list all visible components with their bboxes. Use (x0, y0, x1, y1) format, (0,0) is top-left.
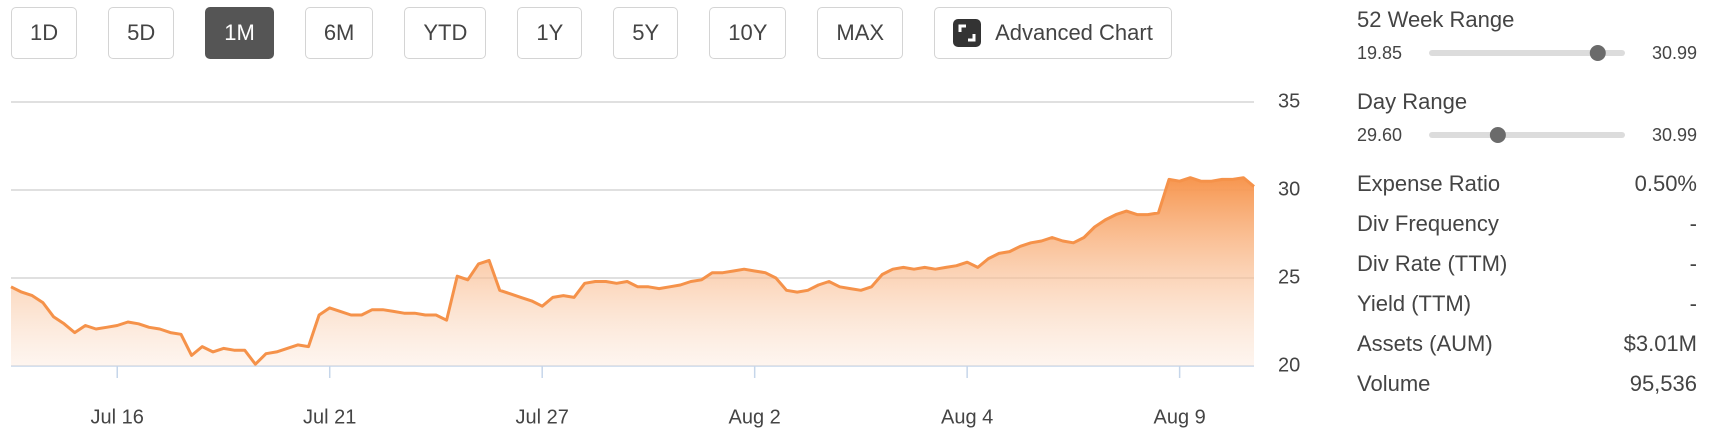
range-low: 19.85 (1357, 42, 1403, 63)
chart: 20 25 30 35 Jul 16 Jul 21 Jul 27 Aug 2 Aug 4 Aug … (10, 90, 1300, 428)
stat-label: Yield (TTM) (1357, 291, 1472, 316)
stat-row: Div Rate (TTM) - (1357, 246, 1697, 282)
range-button[interactable]: 5Y (613, 7, 679, 59)
range-high: 30.99 (1651, 124, 1697, 145)
stat-value: 95,536 (1629, 371, 1697, 396)
stat-row: Volume 95,536 (1357, 366, 1697, 402)
button-label: 1Y (536, 20, 564, 45)
stat-value: 0.50% (1634, 171, 1697, 196)
button-label: Advanced Chart (995, 20, 1153, 45)
x-tick-label: Jul 27 (516, 406, 569, 428)
stat-label: Expense Ratio (1357, 171, 1501, 196)
y-tick-label: 35 (1278, 90, 1300, 112)
button-label: MAX (836, 20, 885, 45)
stat-value: - (1689, 251, 1697, 276)
range-low: 29.60 (1357, 124, 1403, 145)
range-button[interactable]: 1D (11, 7, 78, 59)
button-label: 1D (30, 20, 59, 45)
range-button[interactable]: Advanced Chart (934, 7, 1172, 59)
range-button[interactable]: MAX (817, 7, 904, 59)
slider (1429, 45, 1625, 61)
range-button[interactable]: 10Y (709, 7, 787, 59)
y-tick-label: 30 (1278, 178, 1300, 200)
x-tick-label: Aug 9 (1153, 406, 1205, 428)
range-label: 52 Week Range (1357, 7, 1515, 32)
range-button[interactable]: 6M (304, 7, 374, 59)
range-title: 52 Week Range (1357, 0, 1697, 40)
range-button[interactable]: 1M (205, 7, 274, 59)
button-label: 1M (224, 20, 255, 45)
stat-row: Div Frequency - (1357, 206, 1697, 242)
stat-value: - (1689, 291, 1697, 316)
stat-row: Assets (AUM) $3.01M (1357, 326, 1697, 362)
price-line (10, 176, 1255, 366)
stat-label: Volume (1357, 371, 1431, 396)
range-slider: 29.60 30.99 (1357, 118, 1697, 152)
range-label: Day Range (1357, 89, 1468, 114)
button-label: YTD (423, 20, 468, 45)
range-title: Day Range (1357, 82, 1697, 122)
slider-marker (1489, 127, 1506, 143)
range-buttons: 1D 5D 1M 6M YTD 1Y 5Y 10Y MAX Advanced Chart (11, 7, 1172, 59)
button-label: 5D (127, 20, 156, 45)
range-high: 30.99 (1651, 42, 1697, 63)
expand-icon (953, 19, 982, 47)
y-tick-label: 20 (1278, 354, 1300, 376)
range-slider: 19.85 30.99 (1357, 36, 1697, 70)
button-label: 6M (323, 20, 355, 45)
x-tick-label: Aug 4 (941, 406, 993, 428)
button-label: 10Y (728, 20, 768, 45)
stat-label: Assets (AUM) (1357, 331, 1493, 356)
stat-value: - (1689, 211, 1697, 236)
range-button[interactable]: 5D (108, 7, 175, 59)
range-button[interactable]: YTD (404, 7, 487, 59)
slider-track (1429, 50, 1625, 56)
stat-label: Div Rate (TTM) (1357, 251, 1508, 276)
button-label: 5Y (632, 20, 660, 45)
area (11, 177, 1254, 366)
y-tick-label: 25 (1278, 266, 1300, 288)
stat-row: Expense Ratio 0.50% (1357, 166, 1697, 202)
stat-row: Yield (TTM) - (1357, 286, 1697, 322)
slider-track (1429, 132, 1625, 138)
stat-value: $3.01M (1623, 331, 1697, 356)
stat-label: Div Frequency (1357, 211, 1499, 236)
range-button[interactable]: 1Y (517, 7, 583, 59)
x-tick-label: Jul 21 (303, 406, 356, 428)
slider-marker (1589, 45, 1606, 61)
x-tick-label: Jul 16 (91, 406, 144, 428)
x-tick-label: Aug 2 (729, 406, 781, 428)
slider (1429, 127, 1625, 143)
